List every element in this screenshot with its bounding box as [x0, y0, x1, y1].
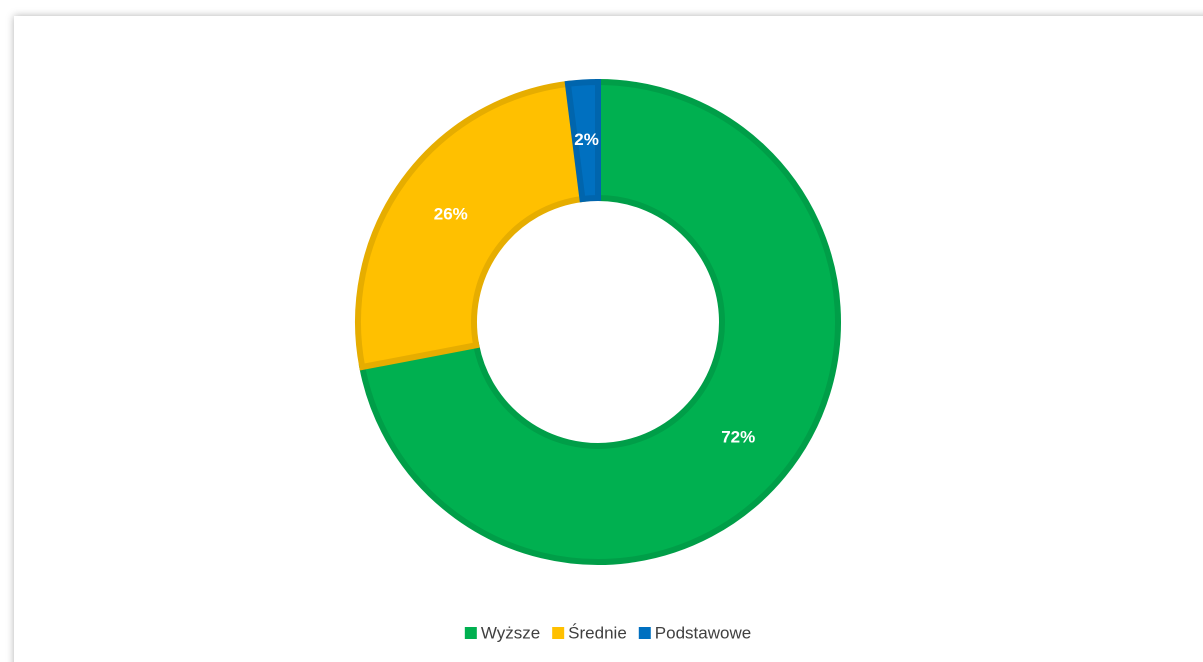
data-label: 72% [721, 427, 755, 446]
legend-label: Średnie [568, 623, 627, 642]
data-label: 26% [434, 205, 468, 224]
donut-segment [358, 78, 841, 565]
legend-label: Wyższe [481, 623, 540, 642]
data-label: 2% [574, 130, 599, 149]
donut-segment [355, 80, 586, 371]
legend-swatch [464, 627, 477, 639]
legend-swatch [552, 627, 565, 639]
legend-label: Podstawowe [655, 623, 751, 642]
legend: Wyższe Średnie Podstawowe [464, 623, 751, 642]
legend-swatch [638, 627, 651, 639]
donut-segment [564, 78, 601, 203]
plot-area: 72% 26% 2% [355, 78, 841, 565]
